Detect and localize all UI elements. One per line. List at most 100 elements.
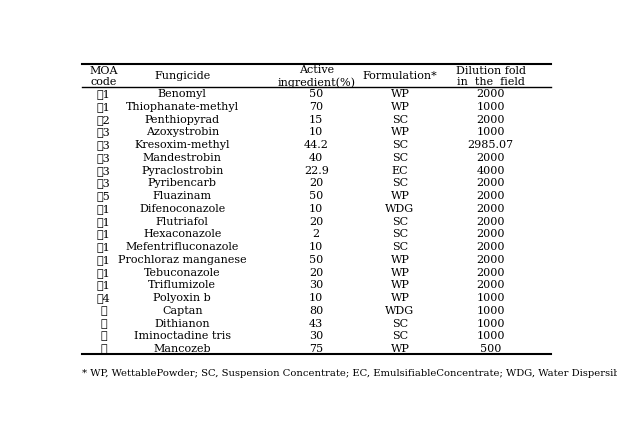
Text: 500: 500 <box>480 343 502 353</box>
Text: 2000: 2000 <box>476 203 505 213</box>
Text: SC: SC <box>392 178 408 188</box>
Text: 2985.07: 2985.07 <box>468 140 514 150</box>
Text: 다3: 다3 <box>96 178 110 188</box>
Text: 10: 10 <box>309 242 323 252</box>
Text: Formulation*: Formulation* <box>363 71 437 81</box>
Text: WP: WP <box>391 292 409 302</box>
Text: Pyribencarb: Pyribencarb <box>148 178 217 188</box>
Text: 다3: 다3 <box>96 153 110 163</box>
Text: Kresoxim-methyl: Kresoxim-methyl <box>135 140 230 150</box>
Text: WP: WP <box>391 102 409 112</box>
Text: 1000: 1000 <box>476 292 505 302</box>
Text: 10: 10 <box>309 292 323 302</box>
Text: 나1: 나1 <box>96 102 110 112</box>
Text: 2000: 2000 <box>476 191 505 201</box>
Text: SC: SC <box>392 318 408 328</box>
Text: 43: 43 <box>309 318 323 328</box>
Text: 다3: 다3 <box>96 127 110 137</box>
Text: 사1: 사1 <box>96 280 110 290</box>
Text: 사1: 사1 <box>96 229 110 239</box>
Text: 2000: 2000 <box>476 242 505 252</box>
Text: 1000: 1000 <box>476 305 505 315</box>
Text: 2000: 2000 <box>476 216 505 226</box>
Text: 사1: 사1 <box>96 203 110 213</box>
Text: Polyoxin b: Polyoxin b <box>154 292 211 302</box>
Text: * WP, WettablePowder; SC, Suspension Concentrate; EC, EmulsifiableConcentrate; W: * WP, WettablePowder; SC, Suspension Con… <box>82 368 617 377</box>
Text: 다2: 다2 <box>96 114 110 124</box>
Text: 10: 10 <box>309 127 323 137</box>
Text: 50: 50 <box>309 254 323 264</box>
Text: 카: 카 <box>100 343 107 353</box>
Text: 1000: 1000 <box>476 331 505 341</box>
Text: EC: EC <box>392 165 408 175</box>
Text: Dilution fold
in  the  field: Dilution fold in the field <box>456 65 526 87</box>
Text: 2000: 2000 <box>476 178 505 188</box>
Text: WP: WP <box>391 280 409 290</box>
Text: 2000: 2000 <box>476 114 505 124</box>
Text: 다3: 다3 <box>96 165 110 175</box>
Text: 2000: 2000 <box>476 153 505 163</box>
Text: WP: WP <box>391 191 409 201</box>
Text: Pyraclostrobin: Pyraclostrobin <box>141 165 223 175</box>
Text: 2000: 2000 <box>476 229 505 239</box>
Text: 50: 50 <box>309 191 323 201</box>
Text: 40: 40 <box>309 153 323 163</box>
Text: WP: WP <box>391 127 409 137</box>
Text: WP: WP <box>391 267 409 277</box>
Text: 카: 카 <box>100 331 107 341</box>
Text: 사1: 사1 <box>96 267 110 277</box>
Text: Iminoctadine tris: Iminoctadine tris <box>134 331 231 341</box>
Text: Captan: Captan <box>162 305 202 315</box>
Text: 1000: 1000 <box>476 127 505 137</box>
Text: 70: 70 <box>309 102 323 112</box>
Text: 50: 50 <box>309 89 323 99</box>
Text: 나1: 나1 <box>96 89 110 99</box>
Text: 2: 2 <box>313 229 320 239</box>
Text: 20: 20 <box>309 178 323 188</box>
Text: 다3: 다3 <box>96 140 110 150</box>
Text: Prochloraz manganese: Prochloraz manganese <box>118 254 247 264</box>
Text: Flutriafol: Flutriafol <box>156 216 209 226</box>
Text: 15: 15 <box>309 114 323 124</box>
Text: SC: SC <box>392 242 408 252</box>
Text: 75: 75 <box>309 343 323 353</box>
Text: Active
ingredient(%): Active ingredient(%) <box>277 65 355 87</box>
Text: Fluazinam: Fluazinam <box>153 191 212 201</box>
Text: WP: WP <box>391 89 409 99</box>
Text: WDG: WDG <box>386 305 415 315</box>
Text: WP: WP <box>391 343 409 353</box>
Text: Mandestrobin: Mandestrobin <box>143 153 222 163</box>
Text: SC: SC <box>392 216 408 226</box>
Text: 사1: 사1 <box>96 242 110 252</box>
Text: 2000: 2000 <box>476 280 505 290</box>
Text: 30: 30 <box>309 331 323 341</box>
Text: 10: 10 <box>309 203 323 213</box>
Text: 2000: 2000 <box>476 89 505 99</box>
Text: 카: 카 <box>100 305 107 315</box>
Text: SC: SC <box>392 331 408 341</box>
Text: WDG: WDG <box>386 203 415 213</box>
Text: Mefentrifluconazole: Mefentrifluconazole <box>126 242 239 252</box>
Text: Tebuconazole: Tebuconazole <box>144 267 221 277</box>
Text: 30: 30 <box>309 280 323 290</box>
Text: SC: SC <box>392 229 408 239</box>
Text: 다5: 다5 <box>96 191 110 201</box>
Text: 2000: 2000 <box>476 254 505 264</box>
Text: 카: 카 <box>100 318 107 328</box>
Text: 사1: 사1 <box>96 254 110 264</box>
Text: Thiophanate-methyl: Thiophanate-methyl <box>126 102 239 112</box>
Text: 20: 20 <box>309 267 323 277</box>
Text: Triflumizole: Triflumizole <box>148 280 217 290</box>
Text: 1000: 1000 <box>476 318 505 328</box>
Text: Difenoconazole: Difenoconazole <box>139 203 225 213</box>
Text: 20: 20 <box>309 216 323 226</box>
Text: Hexaconazole: Hexaconazole <box>143 229 222 239</box>
Text: Benomyl: Benomyl <box>158 89 207 99</box>
Text: Fungicide: Fungicide <box>154 71 210 81</box>
Text: Mancozeb: Mancozeb <box>154 343 211 353</box>
Text: 2000: 2000 <box>476 267 505 277</box>
Text: Dithianon: Dithianon <box>154 318 210 328</box>
Text: SC: SC <box>392 153 408 163</box>
Text: WP: WP <box>391 254 409 264</box>
Text: MOA
code: MOA code <box>89 65 118 87</box>
